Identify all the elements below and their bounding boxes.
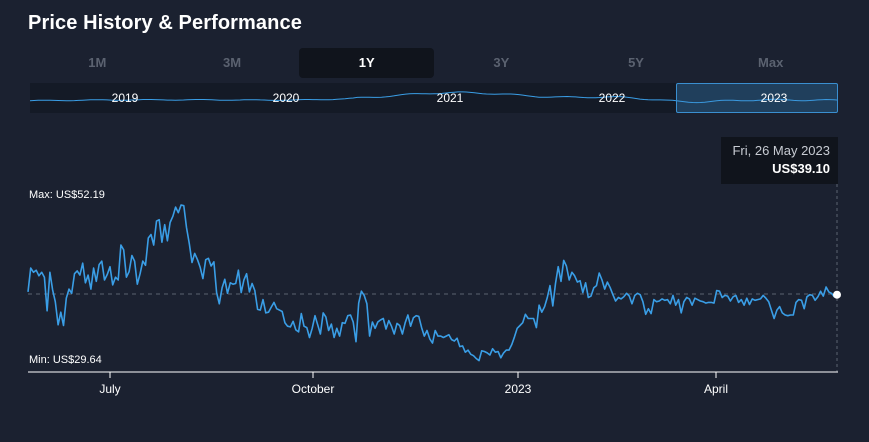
hover-point-marker[interactable] xyxy=(833,290,841,299)
navigator-year-2023: 2023 xyxy=(760,91,788,105)
tab-1y[interactable]: 1Y xyxy=(299,48,435,78)
tab-max[interactable]: Max xyxy=(758,55,784,70)
price-tooltip: Fri, 26 May 2023 US$39.10 xyxy=(721,137,838,184)
max-price-label: Max: US$52.19 xyxy=(29,189,105,201)
tab-1m[interactable]: 1M xyxy=(88,55,107,70)
range-navigator[interactable]: 2019 2020 2021 2022 2023 xyxy=(30,83,838,113)
x-tick-label-july: July xyxy=(99,382,120,396)
x-tick-label-october: October xyxy=(292,382,335,396)
page-title: Price History & Performance xyxy=(28,12,302,34)
price-series-line xyxy=(27,204,838,362)
tab-3m[interactable]: 3M xyxy=(222,55,242,70)
navigator-sparkline xyxy=(30,91,838,104)
x-tick-label-2023: 2023 xyxy=(505,382,532,396)
navigator-year-2020: 2020 xyxy=(272,91,300,105)
min-price-label: Min: US$29.64 xyxy=(29,354,102,366)
navigator-line xyxy=(30,91,838,104)
x-axis-ticks: July October 2023 April xyxy=(99,372,728,396)
x-tick-label-april: April xyxy=(704,382,728,396)
tab-3y[interactable]: 3Y xyxy=(493,55,510,70)
navigator-year-2021: 2021 xyxy=(436,91,464,105)
navigator-selection-handle[interactable] xyxy=(676,83,838,113)
range-tabs: 1M 3M 1Y 3Y 5Y Max xyxy=(30,48,838,78)
navigator-year-2022: 2022 xyxy=(598,91,626,105)
navigator-year-2019: 2019 xyxy=(111,91,139,105)
tab-5y[interactable]: 5Y xyxy=(628,55,644,70)
tooltip-price: US$39.10 xyxy=(772,161,830,176)
tooltip-date: Fri, 26 May 2023 xyxy=(732,143,830,158)
